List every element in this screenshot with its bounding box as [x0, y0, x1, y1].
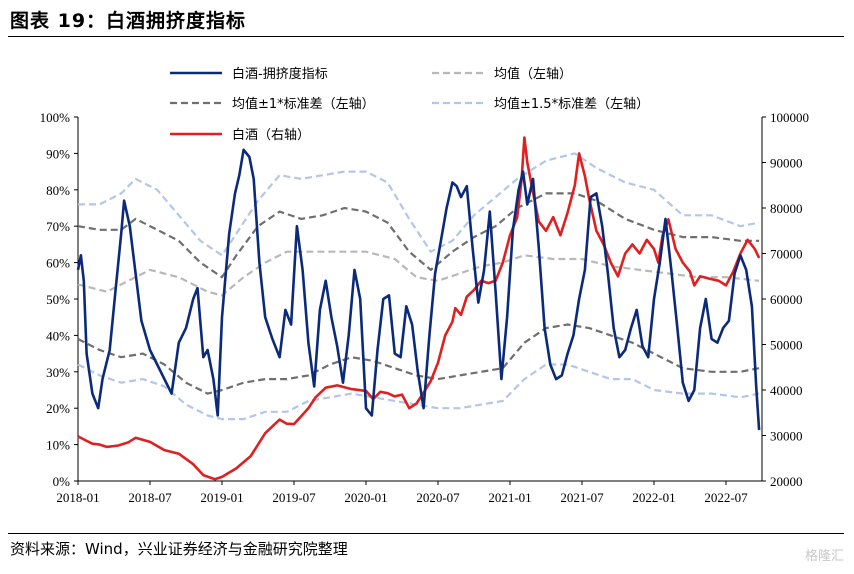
series-line — [77, 250, 760, 297]
y-left-tick-label: 90% — [46, 146, 70, 161]
y-left-tick-label: 30% — [46, 365, 70, 380]
x-tick-label: 2020-01 — [344, 490, 387, 505]
series-line — [77, 192, 760, 279]
x-tick-label: 2020-07 — [416, 490, 460, 505]
y-right-tick-label: 60000 — [770, 292, 803, 307]
y-left-tick-label: 20% — [46, 401, 70, 416]
source-rule — [8, 533, 844, 534]
y-left-tick-label: 80% — [46, 183, 70, 198]
x-tick-label: 2021-07 — [560, 490, 604, 505]
y-left-tick-label: 0% — [53, 474, 71, 489]
legend-label: 白酒（右轴） — [232, 127, 310, 143]
series-line — [76, 148, 761, 431]
x-tick-label: 2018-07 — [128, 490, 172, 505]
x-tick-label: 2021-01 — [488, 490, 531, 505]
legend-label: 白酒-拥挤度指标 — [232, 66, 328, 82]
x-tick-label: 2022-01 — [632, 490, 675, 505]
y-right-tick-label: 30000 — [770, 429, 803, 444]
series-line — [78, 152, 760, 257]
y-left-tick-label: 10% — [46, 438, 70, 453]
watermark-logo: 格隆汇 — [804, 549, 844, 564]
y-left-tick-label: 70% — [46, 219, 70, 234]
y-right-tick-label: 70000 — [770, 247, 803, 262]
y-left-tick-label: 60% — [46, 256, 70, 271]
x-tick-label: 2019-07 — [272, 490, 316, 505]
y-left-tick-label: 100% — [40, 110, 71, 125]
y-left-tick-label: 50% — [46, 292, 70, 307]
source-note: 资料来源：Wind，兴业证券经济与金融研究院整理 — [10, 540, 348, 558]
figure-title: 图表 19：白酒拥挤度指标 — [10, 10, 247, 32]
legend-label: 均值±1.5*标准差（左轴） — [494, 96, 649, 112]
x-tick-label: 2019-01 — [200, 490, 243, 505]
y-right-tick-label: 80000 — [770, 201, 803, 216]
x-tick-label: 2022-07 — [704, 490, 748, 505]
y-right-tick-label: 20000 — [770, 474, 803, 489]
title-rule — [8, 36, 844, 37]
y-right-tick-label: 50000 — [770, 338, 803, 353]
y-right-tick-label: 100000 — [770, 110, 809, 125]
axes: 0% 10% 20% 30% 40% 50% 60% 70% 80% 90% 100% 20000 30… — [40, 110, 809, 505]
legend-label: 均值（左轴） — [494, 66, 572, 82]
series-line — [77, 136, 761, 481]
y-right-tick-label: 90000 — [770, 156, 803, 171]
x-tick-label: 2018-01 — [56, 490, 99, 505]
y-right-tick-label: 40000 — [770, 383, 803, 398]
legend-label: 均值±1*标准差（左轴） — [232, 96, 375, 112]
series-lines — [76, 136, 761, 481]
y-left-tick-label: 40% — [46, 328, 70, 343]
legend: 白酒-拥挤度指标 均值（左轴） 均值±1*标准差（左轴） 均值±1.5*标准差（左轴）… — [170, 66, 649, 143]
